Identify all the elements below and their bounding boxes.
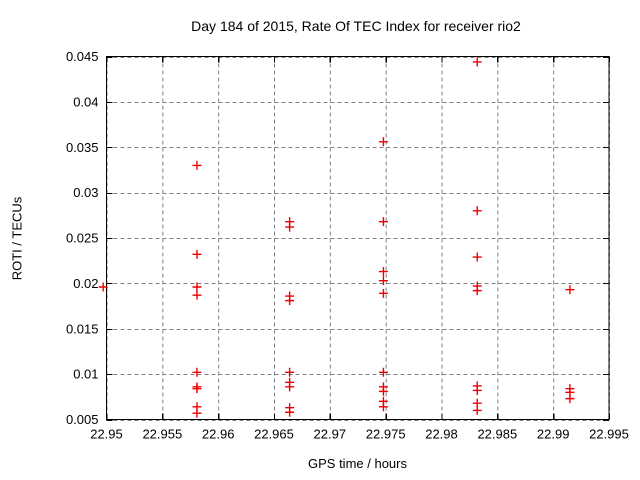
tick-marks <box>106 56 611 422</box>
data-point-marker <box>378 217 388 227</box>
x-tick-label: 22.955 <box>142 427 182 442</box>
gridlines <box>106 56 610 421</box>
x-tick-label: 22.985 <box>477 427 517 442</box>
data-point-marker <box>192 290 202 300</box>
data-point-marker <box>285 222 295 232</box>
y-tick-label: 0.025 <box>66 231 99 246</box>
data-point-marker <box>565 394 575 404</box>
y-tick-label: 0.015 <box>66 321 99 336</box>
y-tick-label: 0.02 <box>73 276 98 291</box>
data-point-marker <box>378 386 388 396</box>
data-point-marker <box>378 137 388 147</box>
data-point-marker <box>472 405 482 415</box>
x-tick-label: 22.965 <box>254 427 294 442</box>
data-point-marker <box>378 402 388 412</box>
data-point-marker <box>285 382 295 392</box>
y-tick-label: 0.04 <box>73 94 98 109</box>
y-tick-label: 0.045 <box>66 49 99 64</box>
x-axis-label: GPS time / hours <box>308 456 407 471</box>
y-axis-label: ROTI / TECUs <box>9 196 25 281</box>
data-point-marker <box>192 282 202 292</box>
x-tick-label: 22.97 <box>314 427 347 442</box>
data-points <box>98 57 575 418</box>
data-point-marker <box>472 57 482 67</box>
x-tick-label: 22.95 <box>90 427 123 442</box>
data-point-marker <box>378 367 388 377</box>
data-point-marker <box>285 367 295 377</box>
x-tick-label: 22.99 <box>537 427 570 442</box>
data-point-marker <box>378 267 388 277</box>
x-tick-label: 22.96 <box>202 427 235 442</box>
data-point-marker <box>192 384 202 394</box>
data-point-marker <box>192 367 202 377</box>
data-point-marker <box>192 160 202 170</box>
y-tick-label: 0.035 <box>66 140 99 155</box>
chart-title: Day 184 of 2015, Rate Of TEC Index for r… <box>191 18 521 34</box>
data-point-marker <box>472 252 482 262</box>
data-point-marker <box>472 385 482 395</box>
x-tick-label: 22.995 <box>589 427 629 442</box>
x-tick-label: 22.98 <box>425 427 458 442</box>
data-point-marker <box>565 285 575 295</box>
data-point-marker <box>378 288 388 298</box>
y-tick-label: 0.01 <box>73 367 98 382</box>
y-tick-label: 0.03 <box>73 185 98 200</box>
x-tick-label: 22.975 <box>366 427 406 442</box>
y-tick-label: 0.005 <box>66 412 99 427</box>
data-point-marker <box>98 282 108 292</box>
data-point-marker <box>472 286 482 296</box>
data-point-marker <box>192 408 202 418</box>
data-point-marker <box>192 249 202 259</box>
data-point-marker <box>472 206 482 216</box>
data-point-marker <box>285 407 295 417</box>
data-point-marker <box>378 276 388 286</box>
data-point-marker <box>285 296 295 306</box>
